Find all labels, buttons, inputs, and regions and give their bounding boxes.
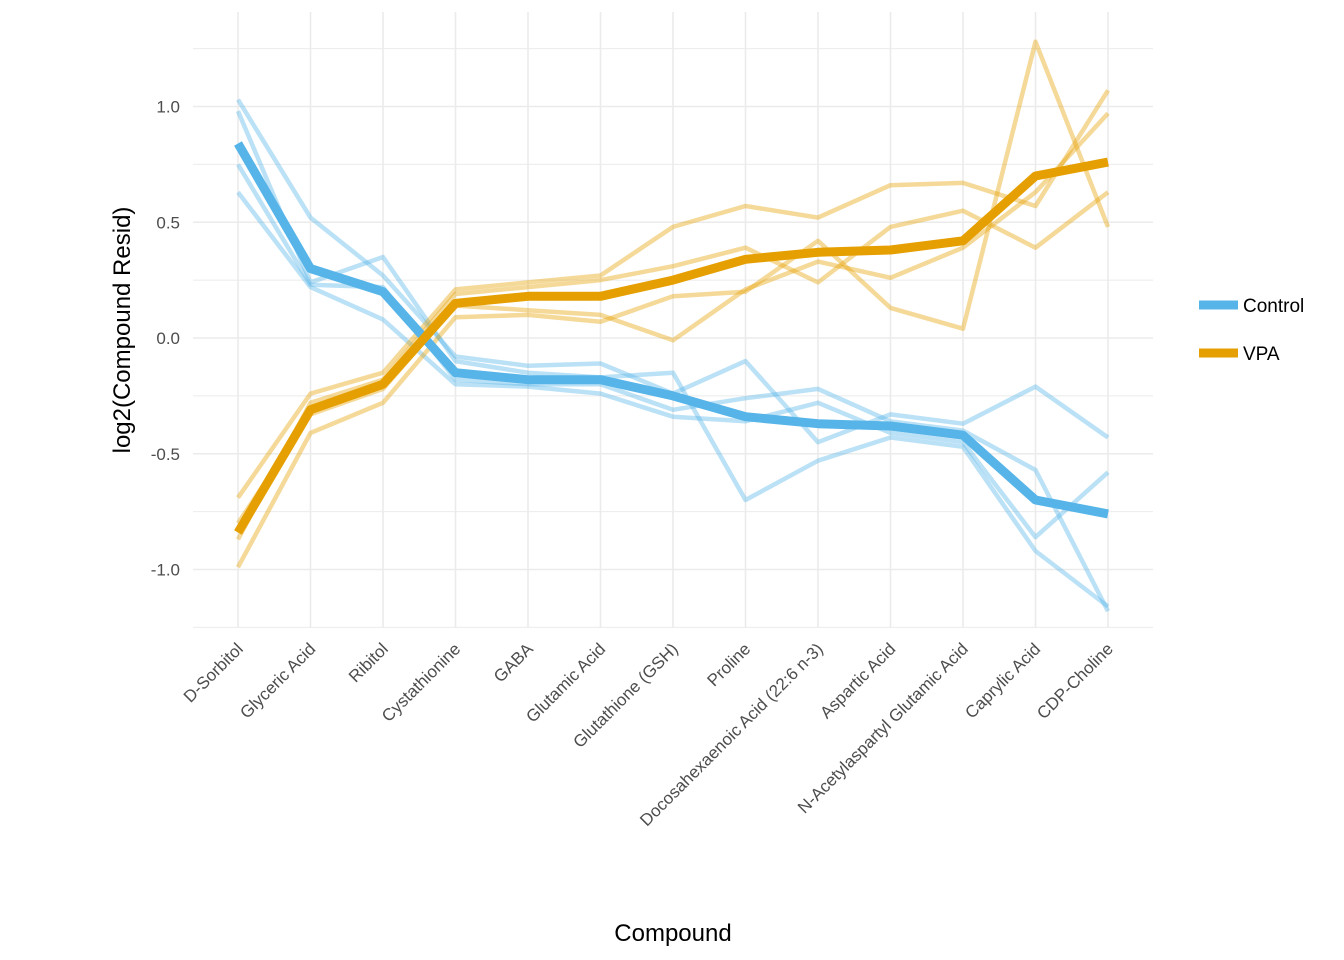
replicate-line-vpa bbox=[236, 39, 1111, 569]
x-tick-label: Caprylic Acid bbox=[961, 639, 1044, 722]
x-tick-label: D-Sorbitol bbox=[180, 639, 247, 706]
replicate-line-vpa bbox=[236, 89, 1110, 499]
x-tick-label: Glyceric Acid bbox=[236, 639, 319, 722]
y-tick-label: 0.5 bbox=[156, 213, 180, 232]
y-tick-label: 0.0 bbox=[156, 329, 180, 348]
legend-label-control: Control bbox=[1243, 296, 1304, 317]
legend-label-vpa: VPA bbox=[1243, 344, 1280, 365]
y-axis-ticks: -1.0 -0.5 0.0 0.5 1.0 bbox=[151, 98, 180, 580]
x-axis-title: Compound bbox=[614, 920, 731, 947]
y-tick-label: -1.0 bbox=[151, 561, 180, 580]
grid bbox=[193, 12, 1153, 628]
series-line-vpa bbox=[234, 157, 1109, 535]
series-line-control bbox=[234, 141, 1109, 519]
x-tick-label: GABA bbox=[490, 639, 537, 686]
legend: Control VPA bbox=[1199, 296, 1304, 365]
replicate-line-control bbox=[235, 110, 1110, 609]
y-tick-label: -0.5 bbox=[151, 445, 180, 464]
mean-lines bbox=[234, 141, 1109, 535]
x-tick-label: CDP-Choline bbox=[1033, 639, 1117, 723]
x-tick-label: Ribitol bbox=[345, 639, 392, 686]
y-tick-label: 1.0 bbox=[156, 98, 180, 117]
y-axis-title: log2(Compound Resid) bbox=[109, 207, 136, 454]
x-tick-label: Proline bbox=[703, 639, 754, 690]
replicate-line-control bbox=[236, 190, 1110, 540]
